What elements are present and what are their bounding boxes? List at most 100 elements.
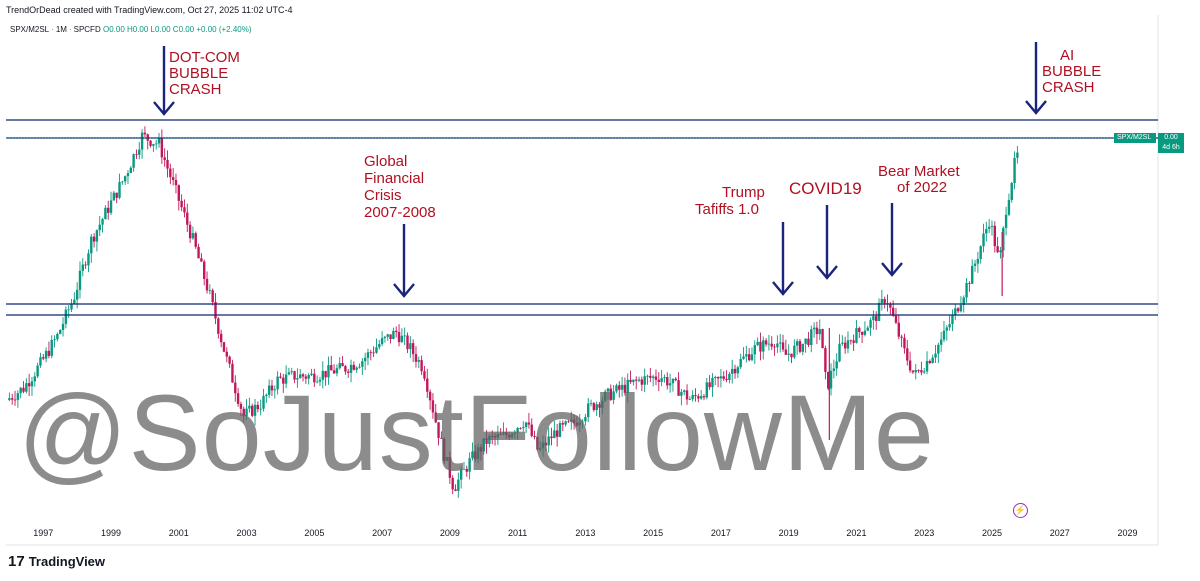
candle-body [457, 479, 460, 491]
candle-body [623, 384, 627, 393]
candle-body [259, 408, 262, 410]
candle-body [208, 290, 212, 292]
candle-body [891, 307, 895, 316]
candle-body [502, 432, 505, 435]
symbol-name[interactable]: SPX/M2SL [10, 25, 50, 34]
candle-body [87, 253, 90, 266]
candle-body [73, 299, 76, 304]
candle-body [366, 352, 370, 358]
lightning-icon[interactable]: ⚡ [1013, 503, 1028, 518]
candle-body [954, 308, 957, 316]
candle-body [299, 374, 302, 379]
candle-body [109, 200, 113, 213]
candle-body [474, 451, 477, 460]
x-tick-label: 1997 [33, 528, 53, 538]
candle-body [846, 340, 850, 349]
candle-body [330, 365, 333, 371]
x-tick-label: 2023 [914, 528, 934, 538]
candle-body [256, 404, 260, 410]
candle-body [217, 318, 220, 334]
candle-body [931, 357, 934, 363]
candle-body [547, 436, 550, 446]
candle-body [745, 354, 748, 357]
candle-body [702, 396, 706, 398]
candle-body [39, 357, 42, 366]
candle-body [968, 283, 971, 284]
candle-body [121, 181, 124, 183]
arrow-gfc [393, 224, 415, 298]
candle-body [265, 394, 268, 396]
candle-body [44, 350, 48, 359]
x-tick-label: 2007 [372, 528, 392, 538]
candle-body [742, 356, 745, 359]
candle-body [222, 342, 226, 352]
candle-body [589, 403, 593, 404]
candle-body [98, 224, 101, 231]
candle-body [321, 370, 324, 380]
candle-body [598, 404, 601, 408]
candle-body [13, 399, 17, 401]
candle-body [129, 167, 132, 174]
candle-body [731, 368, 734, 374]
candle-body [880, 299, 884, 303]
candle-body [567, 421, 570, 423]
symbol-legend[interactable]: SPX/M2SL · 1M · SPCFD O0.00 H0.00 L0.00 C0.0… [10, 25, 252, 34]
candle-body [406, 335, 409, 350]
candle-body [764, 340, 768, 345]
candle-body [618, 385, 621, 390]
price-badge-symbol: SPX/M2SL [1117, 134, 1152, 141]
candle-body [812, 327, 816, 330]
x-tick-label: 2025 [982, 528, 1002, 538]
candle-body [626, 379, 629, 393]
candle-body [522, 427, 525, 429]
candle-body [282, 377, 285, 384]
candle-body [231, 363, 234, 383]
candle-body [409, 343, 412, 350]
ai-line-1: AI [1060, 47, 1074, 64]
candle-body [956, 308, 960, 312]
candle-body [714, 376, 717, 378]
candle-body [171, 177, 175, 180]
candle-body [225, 351, 228, 357]
dotcom-line-1: DOT-COM [169, 49, 240, 66]
candle-body [570, 419, 573, 422]
candle-body [581, 421, 584, 423]
candle-body [928, 361, 932, 363]
candle-body [914, 370, 917, 373]
candle-body [104, 207, 107, 220]
candle-body [973, 263, 977, 266]
candle-body [951, 315, 954, 325]
candle-body [491, 435, 494, 437]
candle-body [793, 345, 796, 358]
candle-body [465, 468, 468, 472]
candle-body [849, 340, 852, 342]
candle-body [779, 342, 782, 344]
candle-body [61, 323, 65, 331]
candle-body [33, 376, 36, 382]
candle-body [327, 365, 330, 378]
candle-body [318, 379, 322, 382]
candle-body [67, 309, 70, 311]
candle-body [132, 154, 135, 168]
candle-body [750, 354, 754, 361]
candle-body [821, 329, 824, 349]
candle-body [976, 258, 980, 264]
candle-body [437, 422, 440, 438]
candle-body [937, 344, 940, 354]
candle-body [440, 437, 443, 439]
candle-body [643, 376, 646, 385]
candle-body [16, 393, 20, 400]
candle-body [344, 366, 347, 372]
candle-body [30, 381, 34, 387]
candle-body [468, 458, 471, 472]
candle-body [572, 419, 576, 423]
interval-label[interactable]: 1M [55, 25, 67, 34]
candle-body [431, 400, 435, 413]
bear-line-2: of 2022 [897, 179, 947, 196]
candle-body [945, 327, 948, 331]
candle-body [612, 391, 615, 400]
tv-logo-icon: 17 [8, 553, 25, 570]
candle-body [544, 442, 548, 446]
tradingview-logo[interactable]: 17 TradingView [8, 553, 105, 570]
